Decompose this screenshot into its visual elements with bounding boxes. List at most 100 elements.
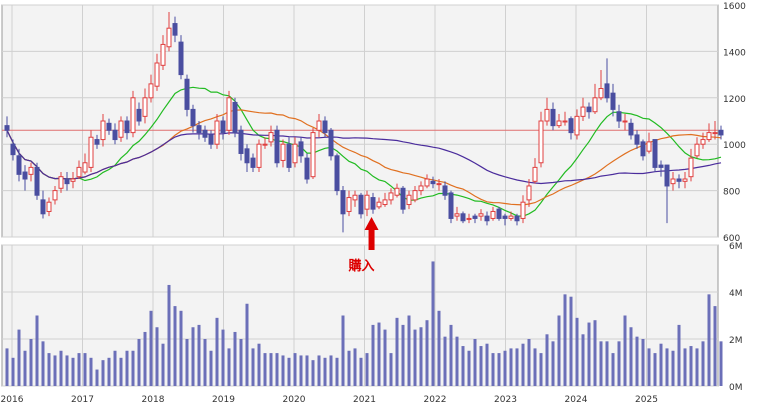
- candle-body: [130, 97, 136, 134]
- volume-bar: [515, 348, 519, 386]
- volume-bar: [503, 350, 507, 386]
- volume-bar: [101, 360, 105, 386]
- volume-bar: [341, 315, 345, 386]
- candle-body: [430, 180, 436, 185]
- candle-body: [532, 166, 538, 182]
- candle-body: [340, 190, 346, 215]
- volume-bar: [419, 327, 423, 386]
- candle-body: [628, 122, 634, 136]
- volume-bar: [563, 294, 567, 386]
- volume-bar: [359, 357, 363, 386]
- candle-body: [700, 139, 706, 145]
- candle-body: [208, 134, 214, 145]
- volume-bar: [527, 339, 531, 386]
- price-tick-label: 1200: [723, 95, 746, 105]
- candle-body: [418, 185, 424, 192]
- candle-body: [694, 143, 700, 157]
- candle-body: [382, 199, 388, 206]
- volume-bar: [353, 348, 357, 386]
- volume-bar: [653, 353, 657, 386]
- candle-body: [112, 129, 118, 141]
- volume-bar: [83, 353, 87, 386]
- candle-body: [220, 120, 226, 134]
- candle-body: [640, 141, 646, 157]
- candle-body: [328, 129, 334, 157]
- volume-bar: [275, 353, 279, 386]
- volume-bar: [551, 341, 555, 386]
- candle-body: [460, 213, 466, 222]
- candle-body: [550, 108, 556, 127]
- volume-bar: [53, 355, 57, 386]
- candle-body: [436, 183, 442, 186]
- candle-body: [622, 120, 628, 123]
- volume-bar: [143, 331, 147, 386]
- candle-body: [634, 134, 640, 145]
- year-tick-label: 2017: [71, 395, 94, 405]
- volume-bar: [71, 357, 75, 386]
- price-tick-label: 600: [723, 234, 740, 244]
- candle-body: [388, 192, 394, 201]
- volume-bar: [473, 339, 477, 386]
- year-tick-label: 2021: [353, 395, 376, 405]
- volume-bar: [707, 294, 711, 386]
- candle-body: [88, 136, 94, 168]
- volume-bar: [137, 339, 141, 386]
- candle-body: [52, 190, 58, 201]
- volume-bar: [377, 322, 381, 386]
- volume-bar: [557, 315, 561, 386]
- volume-bar: [155, 327, 159, 386]
- candle-body: [10, 143, 16, 156]
- candle-body: [166, 27, 172, 48]
- volume-bar: [323, 357, 327, 386]
- candle-body: [268, 132, 274, 143]
- candle-body: [118, 120, 124, 138]
- candle-body: [544, 108, 550, 122]
- candle-body: [298, 141, 304, 157]
- volume-bar: [371, 324, 375, 386]
- volume-bar: [665, 348, 669, 386]
- volume-bar: [227, 348, 231, 386]
- volume-bar: [647, 348, 651, 386]
- purchase-label: 購入: [348, 258, 375, 274]
- volume-bar: [185, 339, 189, 386]
- volume-axis-labels: 6M 4M 2M 0M: [729, 242, 743, 393]
- candle-body: [136, 108, 142, 122]
- candle-body: [646, 141, 652, 152]
- volume-bar: [401, 324, 405, 386]
- volume-bar: [431, 261, 435, 386]
- volume-bar: [569, 296, 573, 386]
- price-axis-labels: 1600 1400 1200 1000 800 600: [723, 2, 746, 244]
- candle-body: [478, 213, 484, 217]
- volume-bar: [389, 353, 393, 386]
- candle-body: [76, 166, 82, 178]
- volume-bar: [251, 348, 255, 386]
- candle-body: [100, 120, 106, 141]
- candle-body: [346, 197, 352, 212]
- candle-body: [172, 23, 178, 36]
- candle-body: [610, 92, 616, 110]
- purchase-annotation: 購入: [348, 217, 379, 274]
- volume-bar: [623, 315, 627, 386]
- volume-bar: [605, 341, 609, 386]
- candle-body: [472, 215, 478, 219]
- volume-bar: [491, 353, 495, 386]
- volume-bar: [203, 339, 207, 386]
- volume-bar: [497, 353, 501, 386]
- volume-bar: [455, 336, 459, 386]
- volume-bar: [659, 343, 663, 386]
- candle-body: [454, 213, 460, 217]
- volume-bar: [41, 341, 45, 386]
- candle-body: [538, 120, 544, 164]
- candle-body: [514, 215, 520, 222]
- candle-body: [496, 208, 502, 219]
- candle-body: [502, 215, 508, 219]
- volume-bar: [173, 306, 177, 386]
- volume-bar: [413, 329, 417, 386]
- candle-body: [448, 192, 454, 219]
- volume-bar: [383, 329, 387, 386]
- volume-bar: [239, 339, 243, 386]
- candle-body: [682, 178, 688, 182]
- candle-body: [280, 143, 286, 161]
- year-tick-label: 2018: [142, 395, 165, 405]
- candle-body: [352, 194, 358, 201]
